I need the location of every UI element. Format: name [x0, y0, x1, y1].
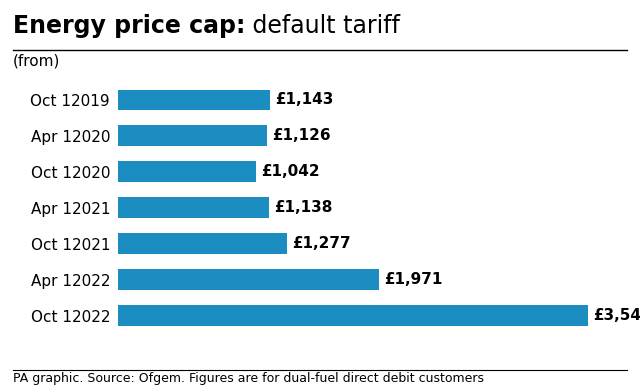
- Bar: [118, 162, 256, 182]
- Bar: [118, 269, 379, 290]
- Text: (from): (from): [13, 53, 60, 68]
- Text: default tariff: default tariff: [245, 14, 400, 38]
- Bar: [118, 197, 269, 218]
- Bar: [118, 305, 588, 326]
- Text: £1,138: £1,138: [274, 200, 333, 215]
- Bar: [118, 233, 287, 254]
- Text: £1,971: £1,971: [384, 272, 443, 287]
- Text: £1,126: £1,126: [273, 129, 331, 143]
- Text: £1,042: £1,042: [262, 164, 320, 179]
- Text: £3,549: £3,549: [593, 308, 640, 323]
- Text: PA graphic. Source: Ofgem. Figures are for dual-fuel direct debit customers: PA graphic. Source: Ofgem. Figures are f…: [13, 372, 484, 385]
- Text: £1,143: £1,143: [275, 93, 333, 107]
- Bar: [118, 125, 268, 146]
- Text: £1,277: £1,277: [292, 236, 351, 251]
- Text: Energy price cap:: Energy price cap:: [13, 14, 245, 38]
- Bar: [118, 89, 269, 111]
